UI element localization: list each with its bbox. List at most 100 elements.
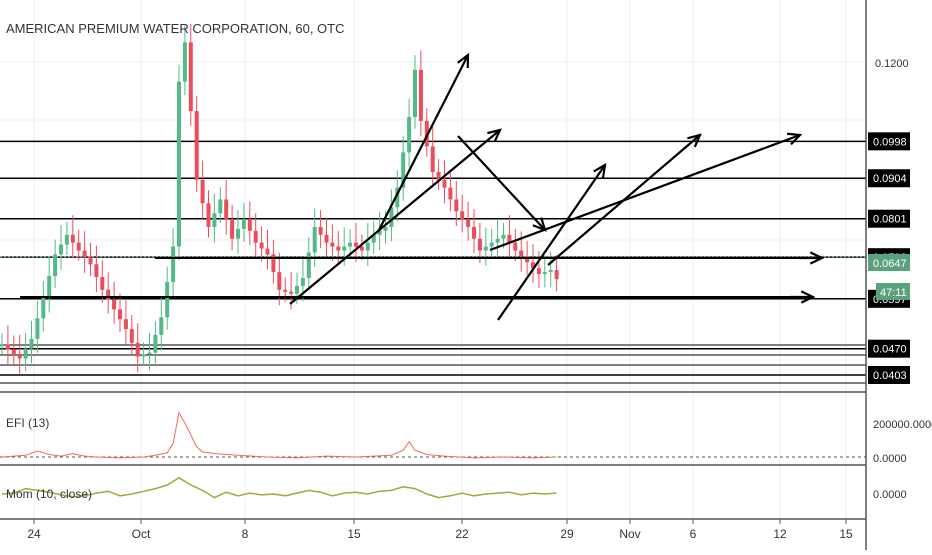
candle-body xyxy=(477,238,482,251)
candle-body xyxy=(82,250,87,258)
mom-line xyxy=(1,476,557,499)
candle-body xyxy=(466,219,471,227)
candle-body xyxy=(230,219,235,239)
candle-body xyxy=(536,268,541,275)
time-tick-label: Nov xyxy=(619,527,640,541)
candle-body xyxy=(342,246,347,251)
price-axis[interactable]: 0.1200 xyxy=(875,58,909,70)
candle-body xyxy=(236,228,240,239)
candle-body xyxy=(88,257,93,265)
efi-tick-label: 200000.0000 xyxy=(873,419,932,431)
candle-body xyxy=(413,69,417,117)
candle-body xyxy=(283,289,288,292)
level-price-label: 0.0998 xyxy=(873,136,907,148)
candle-body xyxy=(47,276,52,298)
candle-body xyxy=(29,338,34,349)
candle-body xyxy=(295,285,299,294)
candle-body xyxy=(507,234,512,243)
trend-line[interactable] xyxy=(377,54,469,233)
candle-body xyxy=(489,242,494,247)
candle-body xyxy=(501,234,506,239)
candle-body xyxy=(401,152,406,188)
candle-body xyxy=(59,244,63,255)
last-price-label: 0.0647 xyxy=(873,258,907,270)
candle-body xyxy=(525,256,530,263)
candle-body xyxy=(306,252,311,278)
candle-body xyxy=(0,344,4,347)
candle-body xyxy=(135,342,140,357)
candle-body xyxy=(548,270,553,273)
candle-body xyxy=(194,111,199,180)
trend-line[interactable] xyxy=(489,133,801,252)
efi-zero-tick-label: 0.0000 xyxy=(873,453,907,465)
candle-body xyxy=(141,354,146,357)
time-tick-label: 15 xyxy=(347,527,361,541)
candle-body xyxy=(554,270,559,280)
candle-body xyxy=(241,219,246,229)
efi-line xyxy=(1,411,557,459)
candle-body xyxy=(129,329,134,343)
time-axis[interactable]: 24 Oct 8 15 22 29 Nov 6 12 15 xyxy=(27,519,853,541)
candle-body xyxy=(182,42,187,82)
candle-body xyxy=(324,234,329,243)
price-tick-label: 0.1200 xyxy=(875,58,909,70)
candle-body xyxy=(218,199,223,214)
candle-body xyxy=(41,297,46,319)
candle-body xyxy=(188,42,193,112)
candle-body xyxy=(318,226,323,235)
candle-body xyxy=(17,353,22,359)
time-tick-label: 6 xyxy=(690,527,697,541)
level-price-box xyxy=(868,339,910,358)
trend-line[interactable] xyxy=(457,135,546,231)
candle-body xyxy=(147,352,152,355)
candle-body xyxy=(265,248,270,255)
time-tick-label: 29 xyxy=(560,527,574,541)
candle-body xyxy=(177,81,181,247)
arrow-head xyxy=(456,52,470,69)
trend-drawings[interactable] xyxy=(20,52,825,321)
candle-body xyxy=(542,272,547,275)
candle-body xyxy=(100,277,105,290)
candle-body xyxy=(106,289,111,300)
candle-body xyxy=(483,246,488,251)
trend-line[interactable] xyxy=(547,134,701,266)
candle-body xyxy=(430,146,435,172)
candle-body xyxy=(495,238,500,243)
candle-body xyxy=(70,234,75,243)
candle-body xyxy=(53,254,58,277)
candle-body xyxy=(330,242,335,247)
candle-body xyxy=(23,348,28,359)
level-price-box xyxy=(868,209,910,228)
candle-body xyxy=(442,179,447,188)
arrow-head xyxy=(487,128,502,143)
candlestick-series xyxy=(0,24,559,374)
candle-body xyxy=(365,242,370,251)
time-tick-label: 15 xyxy=(839,527,853,541)
candle-body xyxy=(289,291,294,294)
candle-body xyxy=(212,213,217,227)
time-tick-label: 22 xyxy=(455,527,469,541)
candle-body xyxy=(76,242,81,251)
arrow-head xyxy=(687,133,702,148)
candle-body xyxy=(35,318,40,339)
candle-body xyxy=(153,334,158,353)
mom-pane-title: Mom (10, close) xyxy=(6,487,92,501)
candle-body xyxy=(371,234,376,243)
time-tick-label: 24 xyxy=(27,527,41,541)
arrow-head xyxy=(809,251,825,265)
candle-body xyxy=(112,299,117,310)
candle-body xyxy=(359,246,364,251)
bar-countdown-label: 47:11 xyxy=(880,287,907,299)
trend-line[interactable] xyxy=(289,129,501,305)
candle-body xyxy=(383,226,388,231)
candle-body xyxy=(123,319,128,330)
time-tick-label: 12 xyxy=(773,527,787,541)
trend-line[interactable] xyxy=(497,164,606,321)
candle-body xyxy=(259,242,264,249)
candle-body xyxy=(206,203,211,227)
candle-body xyxy=(513,242,518,251)
level-price-label: 0.0801 xyxy=(873,214,907,226)
candle-body xyxy=(531,262,535,269)
level-price-box xyxy=(868,132,910,151)
